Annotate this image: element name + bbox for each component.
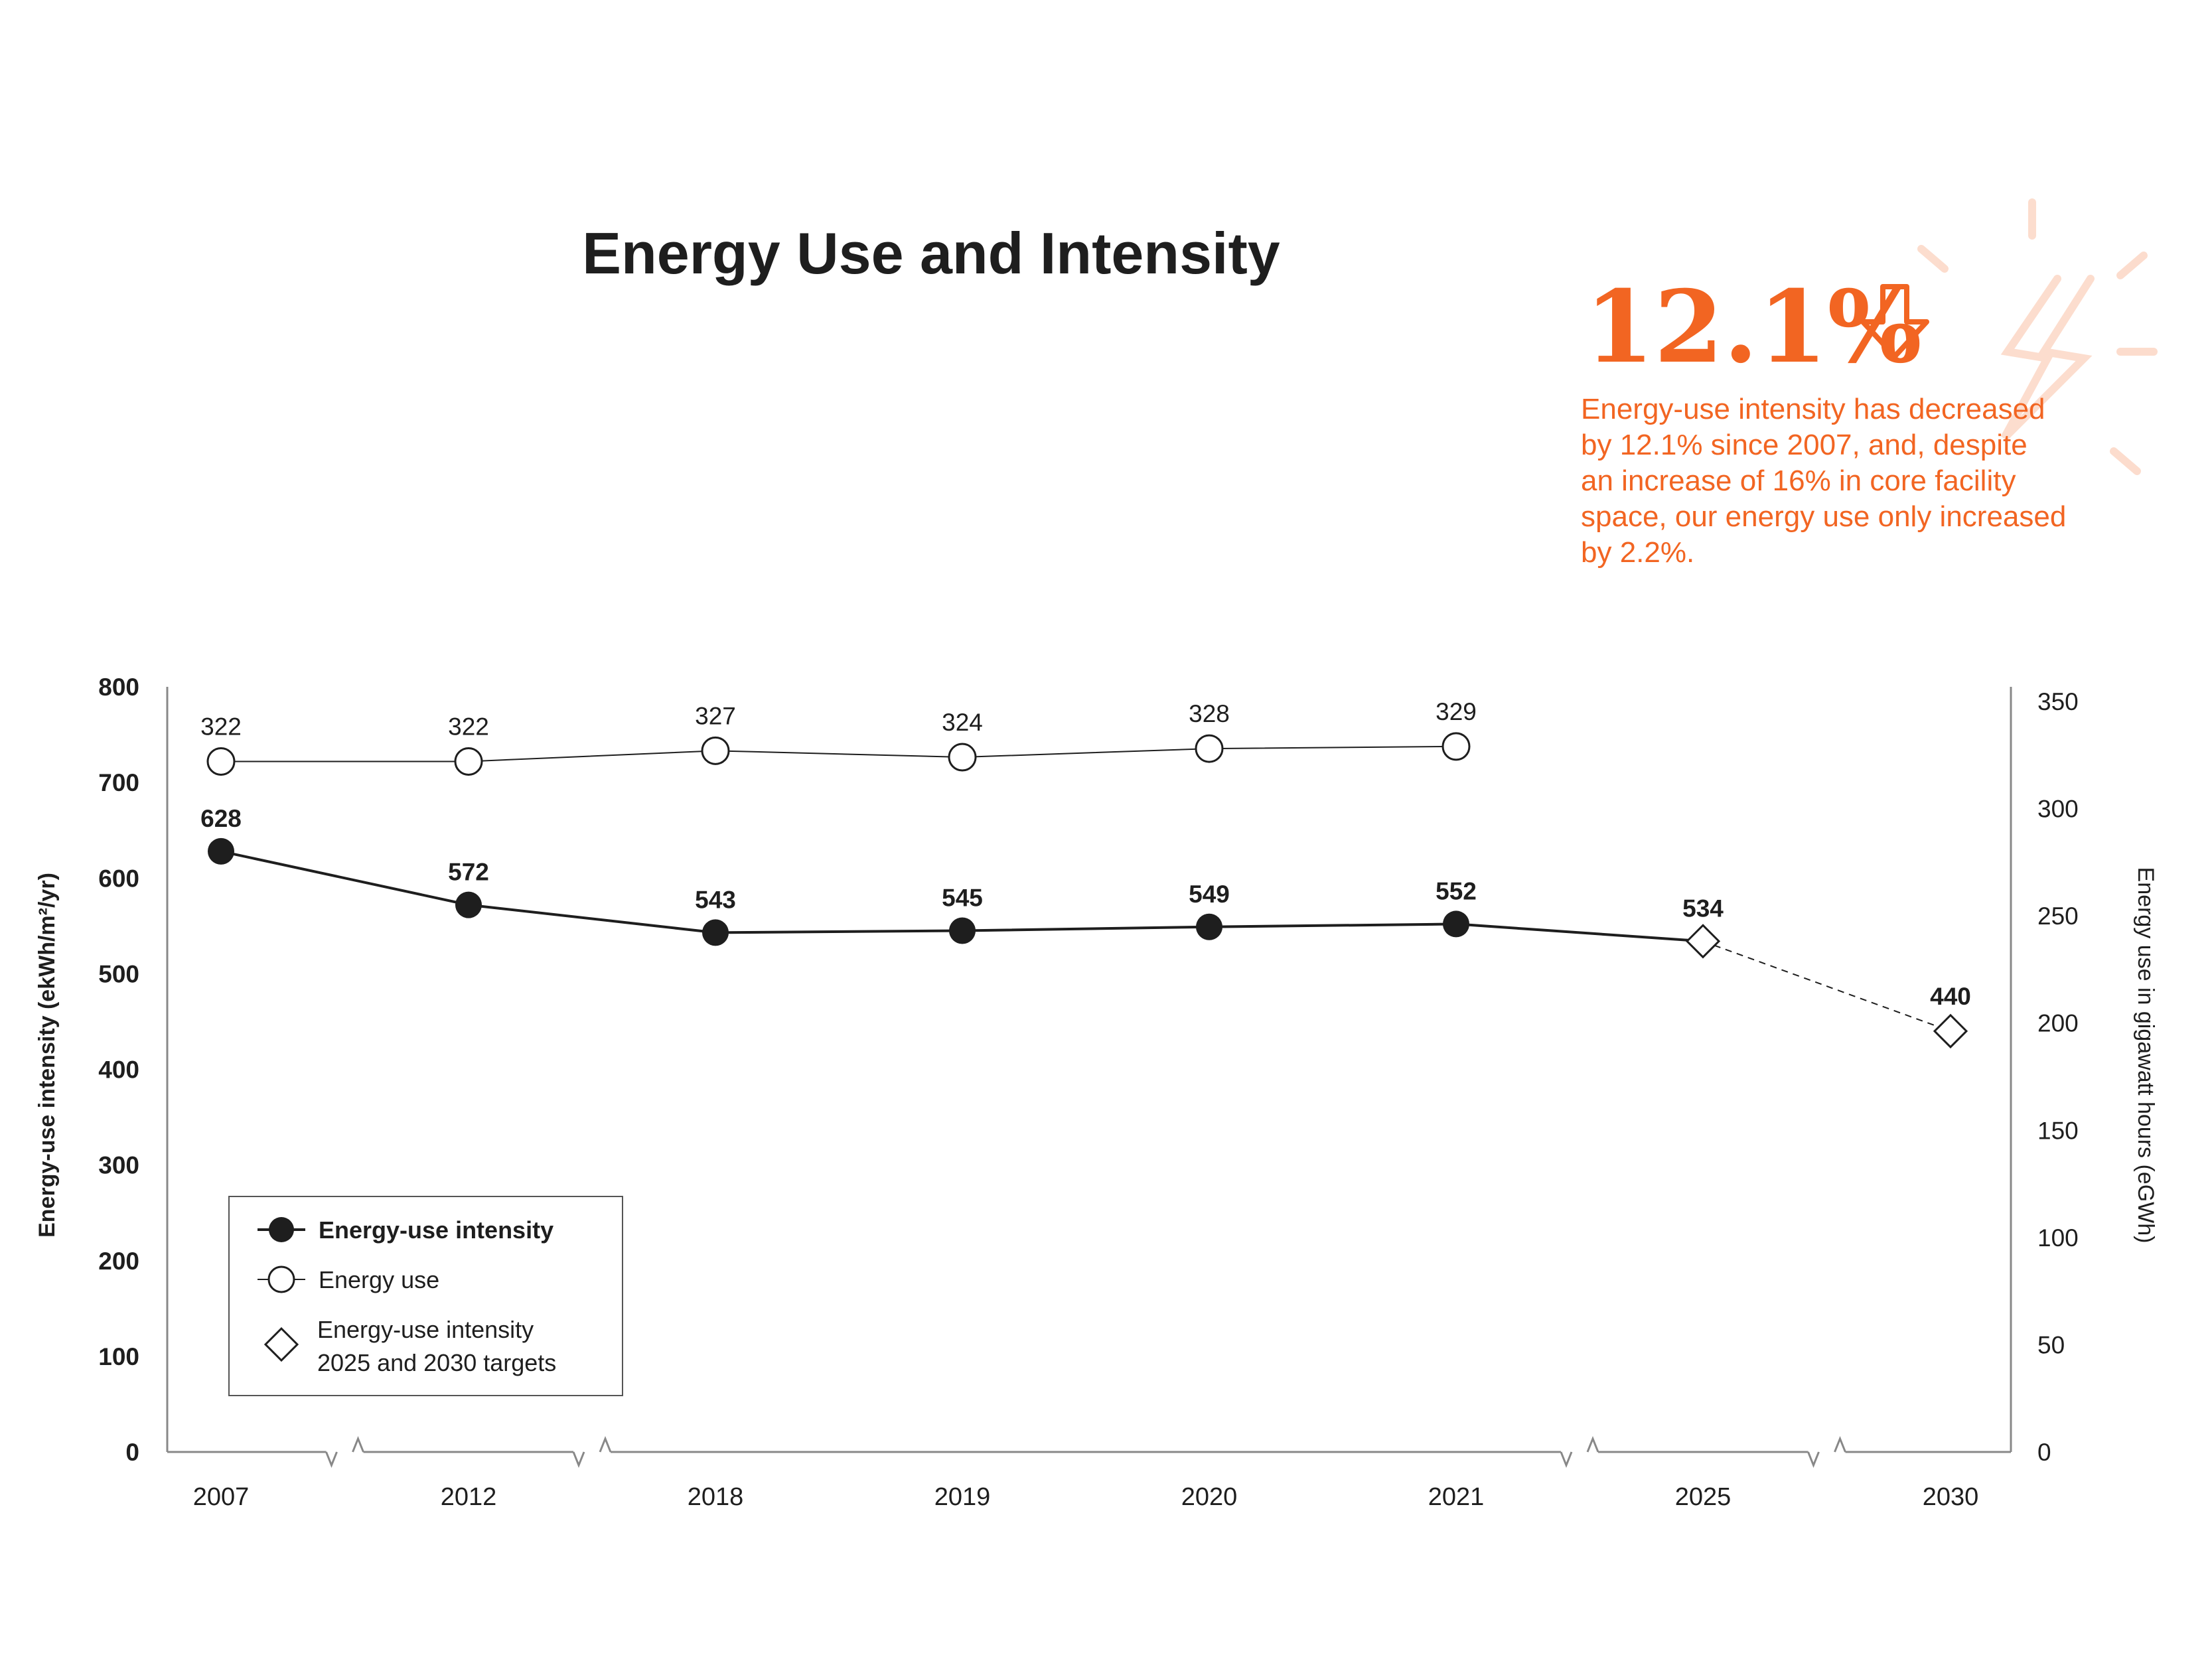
y-axis-label-left: Energy-use intensity (ekWh/m²/yr) xyxy=(35,873,60,1238)
point-eui xyxy=(702,919,729,946)
point-energy-use xyxy=(206,747,236,776)
series-layer: 628 572 543 545 549 552 534 322 322 327 324 328 329 4… xyxy=(200,698,1971,1048)
callout-line-3: an increase of 16% in core facility xyxy=(1581,465,2016,497)
series-line-target xyxy=(1702,940,1951,1032)
point-eui xyxy=(1443,910,1469,938)
y-axis-label-right: Energy use in gigawatt hours (eGWh) xyxy=(2133,867,2158,1244)
lightning-icon xyxy=(1917,198,2158,475)
legend-marker-target xyxy=(263,1327,299,1362)
y-tick-label-left: 600 xyxy=(98,865,139,892)
point-energy-use xyxy=(1441,732,1471,761)
y-tick-label-left: 700 xyxy=(98,769,139,796)
axis-break-mark xyxy=(352,1435,364,1453)
point-target xyxy=(1933,1013,1968,1048)
y-tick-label-right: 350 xyxy=(2037,688,2079,715)
axis-break-mark xyxy=(1560,1451,1573,1469)
point-target xyxy=(1685,924,1721,959)
callout-line-2: by 12.1% since 2007, and, despite xyxy=(1581,429,2028,461)
callout-line-1: Energy-use intensity has decreased xyxy=(1581,393,2045,425)
data-label-eui: 549 xyxy=(1189,881,1230,908)
y-tick-label-left: 0 xyxy=(125,1439,139,1466)
y-tick-label-left: 300 xyxy=(98,1152,139,1179)
data-label-eui: 572 xyxy=(448,859,489,886)
point-eui xyxy=(208,837,234,865)
legend: Energy-use intensity Energy use Energy-u… xyxy=(228,1196,623,1396)
y-tick-label-left: 800 xyxy=(98,674,139,701)
point-energy-use xyxy=(948,743,977,772)
data-label-eui: 628 xyxy=(200,805,242,832)
x-tick-label: 2007 xyxy=(193,1483,250,1511)
legend-label-target-1: Energy-use intensity xyxy=(317,1316,534,1343)
axis-break-mark xyxy=(572,1451,585,1469)
axes: 0 100 200 300 400 500 600 700 800 0 50 100 150 200 250… xyxy=(98,674,2078,1511)
y-tick-label-left: 200 xyxy=(98,1248,139,1275)
data-label-energy-use: 328 xyxy=(1189,700,1230,727)
legend-marker-eu xyxy=(267,1265,295,1293)
y-tick-label-right: 0 xyxy=(2037,1439,2051,1466)
x-tick-label: 2030 xyxy=(1923,1483,1979,1511)
data-label-target: 440 xyxy=(1930,983,1971,1010)
y-tick-label-right: 150 xyxy=(2037,1117,2079,1144)
data-label-energy-use: 322 xyxy=(200,713,242,740)
point-eui xyxy=(1196,913,1222,940)
data-label-eui: 534 xyxy=(1682,895,1724,922)
legend-label-eui: Energy-use intensity xyxy=(319,1216,553,1244)
axis-break-mark xyxy=(1834,1435,1846,1453)
data-label-energy-use: 327 xyxy=(695,702,736,729)
y-tick-label-left: 500 xyxy=(98,960,139,987)
x-tick-label: 2012 xyxy=(441,1483,497,1511)
y-tick-label-right: 300 xyxy=(2037,796,2079,823)
axis-break-gap xyxy=(1808,1449,1846,1455)
chart-title: Energy Use and Intensity xyxy=(582,220,1280,286)
data-label-energy-use: 324 xyxy=(942,709,983,736)
axis-break-mark xyxy=(325,1451,338,1469)
callout-line-4: space, our energy use only increased xyxy=(1581,500,2066,533)
plot-area: 0 100 200 300 400 500 600 700 800 0 50 100 150 200 250… xyxy=(98,674,2078,1511)
x-tick-label: 2021 xyxy=(1428,1483,1485,1511)
axis-break-gap xyxy=(573,1449,611,1455)
y-tick-label-right: 100 xyxy=(2037,1224,2079,1252)
y-tick-label-right: 200 xyxy=(2037,1010,2079,1037)
axis-break-mark xyxy=(1586,1435,1599,1453)
axis-break-gap xyxy=(326,1449,364,1455)
axis-break-mark xyxy=(599,1435,612,1453)
legend-label-target-2: 2025 and 2030 targets xyxy=(317,1349,556,1376)
axis-break-gap xyxy=(1561,1449,1598,1455)
callout-line-5: by 2.2%. xyxy=(1581,536,1694,569)
data-label-eui: 543 xyxy=(695,886,736,913)
point-energy-use xyxy=(1195,734,1224,763)
legend-label-eu: Energy use xyxy=(319,1266,439,1293)
x-tick-label: 2025 xyxy=(1675,1483,1732,1511)
data-label-energy-use: 322 xyxy=(448,713,489,740)
callout: 12.1% Energy-use intensity has decreased… xyxy=(1581,269,2066,569)
x-tick-label: 2020 xyxy=(1181,1483,1238,1511)
axis-break-mark xyxy=(1807,1451,1820,1469)
y-tick-label-left: 100 xyxy=(98,1343,139,1370)
y-tick-label-right: 250 xyxy=(2037,902,2079,930)
y-tick-label-right: 50 xyxy=(2037,1331,2065,1358)
point-energy-use xyxy=(454,747,483,776)
legend-marker-eui xyxy=(269,1217,294,1242)
series-line-energy-use xyxy=(221,745,1457,762)
x-tick-label: 2018 xyxy=(688,1483,744,1511)
point-eui xyxy=(949,917,976,944)
data-label-eui: 552 xyxy=(1436,877,1477,904)
point-energy-use xyxy=(701,736,730,765)
x-tick-label: 2019 xyxy=(934,1483,991,1511)
data-label-eui: 545 xyxy=(942,885,983,912)
y-tick-label-left: 400 xyxy=(98,1056,139,1084)
down-arrow-icon xyxy=(1860,284,1929,359)
point-eui xyxy=(455,891,482,918)
data-label-energy-use: 329 xyxy=(1436,698,1477,725)
